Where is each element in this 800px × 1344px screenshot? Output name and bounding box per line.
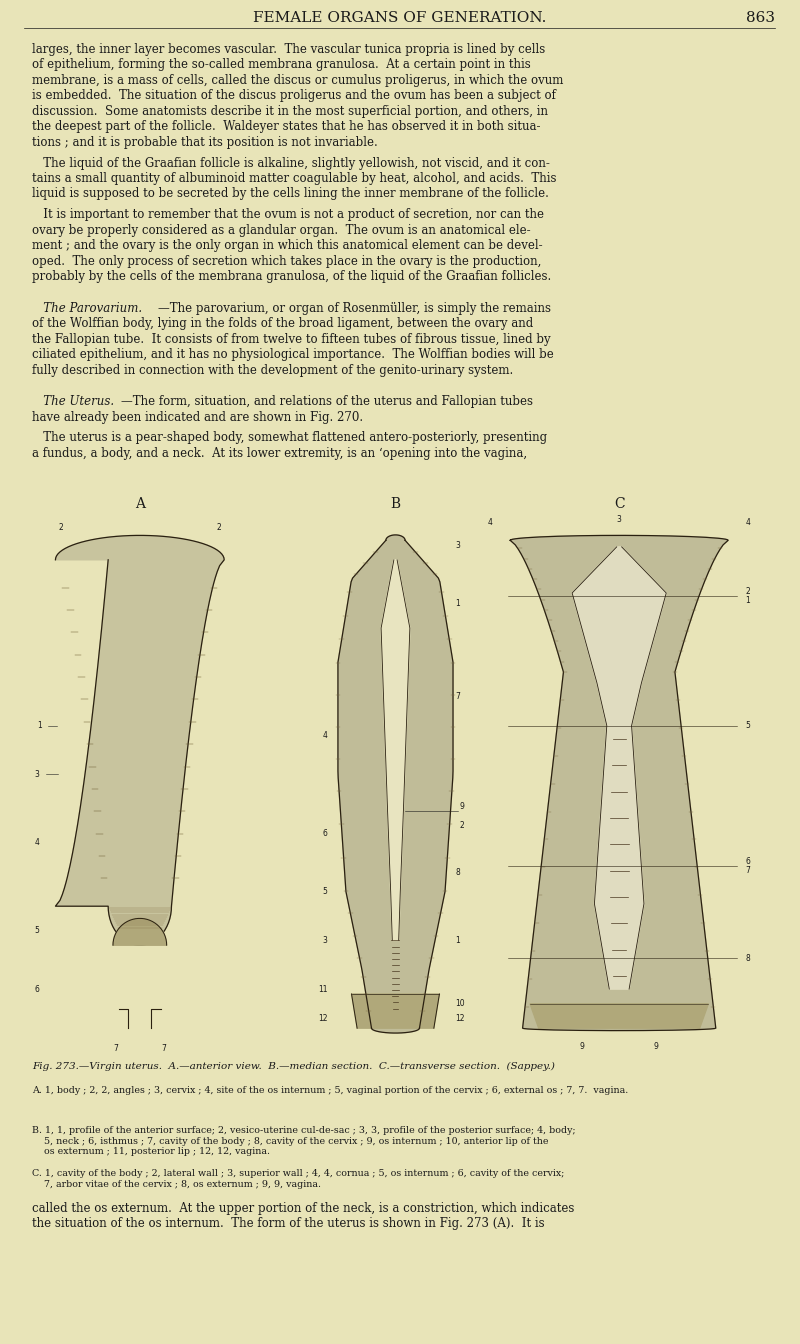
Text: B: B <box>390 497 401 511</box>
Text: of the Wolffian body, lying in the folds of the broad ligament, between the ovar: of the Wolffian body, lying in the folds… <box>32 317 534 331</box>
Text: The Uterus.: The Uterus. <box>32 395 114 409</box>
Text: 12: 12 <box>318 1013 327 1023</box>
Polygon shape <box>510 535 728 1031</box>
Text: 9: 9 <box>459 802 464 810</box>
Text: 2: 2 <box>216 523 221 532</box>
Text: 7: 7 <box>114 1044 118 1054</box>
Text: 4: 4 <box>746 517 750 527</box>
Polygon shape <box>381 560 410 941</box>
Text: 10: 10 <box>455 1000 465 1008</box>
Text: 1: 1 <box>455 599 460 609</box>
Text: 3: 3 <box>34 770 39 780</box>
Text: 8: 8 <box>455 867 460 876</box>
Polygon shape <box>113 918 166 945</box>
Text: 6: 6 <box>322 828 327 837</box>
Text: 7: 7 <box>162 1044 166 1054</box>
Text: 5: 5 <box>746 722 750 730</box>
Text: B. 1, 1, profile of the anterior surface; 2, vesico-uterine cul-de-sac ; 3, 3, p: B. 1, 1, profile of the anterior surface… <box>32 1126 575 1156</box>
Text: 4: 4 <box>34 839 39 847</box>
Text: —The parovarium, or organ of Rosenmüller, is simply the remains: —The parovarium, or organ of Rosenmüller… <box>158 302 551 314</box>
Text: of epithelium, forming the so-called membrana granulosa.  At a certain point in : of epithelium, forming the so-called mem… <box>32 58 530 71</box>
Text: oped.  The only process of secretion which takes place in the ovary is the produ: oped. The only process of secretion whic… <box>32 255 542 267</box>
Text: 8: 8 <box>746 954 750 964</box>
Text: have already been indicated and are shown in Fig. 270.: have already been indicated and are show… <box>32 411 363 423</box>
Text: 1: 1 <box>455 935 460 945</box>
Text: 6: 6 <box>746 857 750 867</box>
Text: ciliated epithelium, and it has no physiological importance.  The Wolffian bodie: ciliated epithelium, and it has no physi… <box>32 348 554 362</box>
Text: —The form, situation, and relations of the uterus and Fallopian tubes: —The form, situation, and relations of t… <box>122 395 534 409</box>
Text: 7: 7 <box>746 867 750 875</box>
Text: is embedded.  The situation of the discus proligerus and the ovum has been a sub: is embedded. The situation of the discus… <box>32 89 556 102</box>
Text: 5: 5 <box>322 887 327 896</box>
Text: a fundus, a body, and a neck.  At its lower extremity, is an ‘opening into the v: a fundus, a body, and a neck. At its low… <box>32 446 527 460</box>
Text: tains a small quantity of albuminoid matter coagulable by heat, alcohol, and aci: tains a small quantity of albuminoid mat… <box>32 172 557 185</box>
Text: 4: 4 <box>488 517 493 527</box>
Text: 2: 2 <box>459 821 464 829</box>
Text: fully described in connection with the development of the genito-urinary system.: fully described in connection with the d… <box>32 364 514 376</box>
Text: 4: 4 <box>322 731 327 741</box>
Text: ment ; and the ovary is the only organ in which this anatomical element can be d: ment ; and the ovary is the only organ i… <box>32 239 542 253</box>
Text: ovary be properly considered as a glandular organ.  The ovum is an anatomical el: ovary be properly considered as a glandu… <box>32 224 530 237</box>
Text: membrane, is a mass of cells, called the discus or cumulus proligerus, in which : membrane, is a mass of cells, called the… <box>32 74 563 87</box>
Polygon shape <box>55 535 224 945</box>
Text: It is important to remember that the ovum is not a product of secretion, nor can: It is important to remember that the ovu… <box>32 208 544 222</box>
Text: FEMALE ORGANS OF GENERATION.: FEMALE ORGANS OF GENERATION. <box>253 11 546 24</box>
Polygon shape <box>338 535 453 1034</box>
Text: 2: 2 <box>746 586 750 595</box>
Text: 5: 5 <box>34 926 39 935</box>
Text: larges, the inner layer becomes vascular.  The vascular tunica propria is lined : larges, the inner layer becomes vascular… <box>32 43 546 56</box>
Text: 1: 1 <box>38 722 42 730</box>
Text: 11: 11 <box>318 985 327 993</box>
Polygon shape <box>351 995 439 1028</box>
Text: the situation of the os internum.  The form of the uterus is shown in Fig. 273 (: the situation of the os internum. The fo… <box>32 1218 545 1230</box>
Text: 3: 3 <box>455 540 460 550</box>
Text: discussion.  Some anatomists describe it in the most superficial portion, and ot: discussion. Some anatomists describe it … <box>32 105 548 118</box>
Polygon shape <box>572 547 666 989</box>
Text: 6: 6 <box>34 985 39 993</box>
Text: 3: 3 <box>322 935 327 945</box>
Text: 863: 863 <box>746 11 775 24</box>
Text: the deepest part of the follicle.  Waldeyer states that he has observed it in bo: the deepest part of the follicle. Waldey… <box>32 121 541 133</box>
Text: A: A <box>135 497 145 511</box>
Text: The Parovarium.: The Parovarium. <box>32 302 142 314</box>
Text: C. 1, cavity of the body ; 2, lateral wall ; 3, superior wall ; 4, 4, cornua ; 5: C. 1, cavity of the body ; 2, lateral wa… <box>32 1169 564 1188</box>
Text: 12: 12 <box>455 1013 465 1023</box>
Text: the Fallopian tube.  It consists of from twelve to fifteen tubes of fibrous tiss: the Fallopian tube. It consists of from … <box>32 333 550 345</box>
Text: called the os externum.  At the upper portion of the neck, is a constriction, wh: called the os externum. At the upper por… <box>32 1202 574 1215</box>
Text: C: C <box>614 497 625 511</box>
Text: tions ; and it is probable that its position is not invariable.: tions ; and it is probable that its posi… <box>32 136 378 149</box>
Text: 9: 9 <box>654 1042 658 1051</box>
Text: The liquid of the Graafian follicle is alkaline, slightly yellowish, not viscid,: The liquid of the Graafian follicle is a… <box>32 157 550 169</box>
Text: The uterus is a pear-shaped body, somewhat flattened antero-posteriorly, present: The uterus is a pear-shaped body, somewh… <box>32 431 547 445</box>
Text: probably by the cells of the membrana granulosa, of the liquid of the Graafian f: probably by the cells of the membrana gr… <box>32 270 551 284</box>
Text: 2: 2 <box>59 523 63 532</box>
Text: A. 1, body ; 2, 2, angles ; 3, cervix ; 4, site of the os internum ; 5, vaginal : A. 1, body ; 2, 2, angles ; 3, cervix ; … <box>32 1086 628 1095</box>
Text: 7: 7 <box>455 692 460 702</box>
Text: Fig. 273.—Virgin uterus.  A.—anterior view.  B.—median section.  C.—transverse s: Fig. 273.—Virgin uterus. A.—anterior vie… <box>32 1062 555 1071</box>
Text: 9: 9 <box>579 1042 585 1051</box>
Text: liquid is supposed to be secreted by the cells lining the inner membrane of the : liquid is supposed to be secreted by the… <box>32 188 549 200</box>
Text: 3: 3 <box>617 515 622 524</box>
Text: 1: 1 <box>746 595 750 605</box>
Polygon shape <box>530 1004 708 1028</box>
